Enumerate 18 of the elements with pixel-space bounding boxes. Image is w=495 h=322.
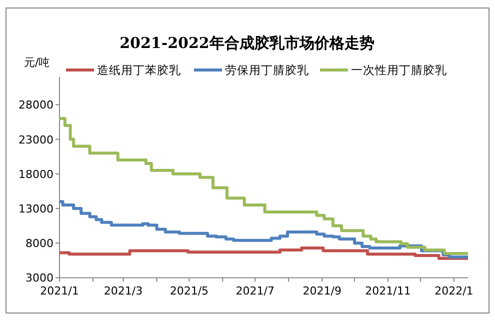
y-tick-label: 18000 <box>18 168 54 181</box>
x-tick-label: 2022/1 <box>434 284 474 298</box>
x-tick-label: 2021/11 <box>365 284 411 298</box>
x-tick-label: 2021/7 <box>236 284 274 298</box>
x-tick-label: 2021/1 <box>40 284 79 298</box>
legend-label: 造纸用丁苯胶乳 <box>97 63 181 77</box>
y-tick-label: 13000 <box>18 202 54 216</box>
y-tick-label: 28000 <box>18 98 54 112</box>
legend-label: 一次性用丁腈胶乳 <box>351 63 447 77</box>
x-tick-label: 2021/9 <box>302 284 342 298</box>
y-axis-title: 元/吨 <box>24 56 50 69</box>
y-tick-label: 23000 <box>18 133 54 146</box>
legend-label: 劳保用丁腈胶乳 <box>225 63 309 77</box>
x-tick-label: 2021/3 <box>104 284 143 298</box>
chart-title: 2021-2022年合成胶乳市场价格走势 <box>120 34 374 52</box>
y-tick-label: 8000 <box>26 237 54 250</box>
y-tick-label: 3000 <box>26 272 54 285</box>
x-tick-label: 2021/5 <box>170 284 209 298</box>
